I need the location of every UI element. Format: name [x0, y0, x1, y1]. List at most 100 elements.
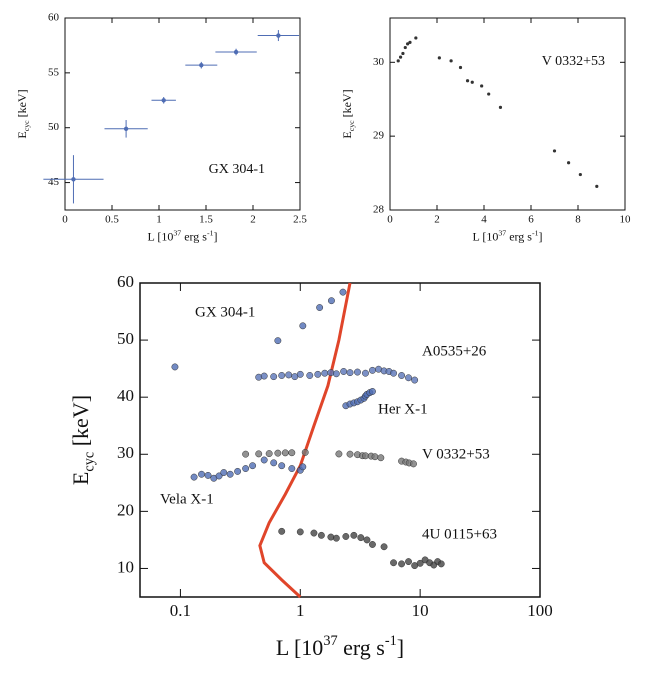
data-point	[437, 56, 441, 60]
x-tick-label: 10	[620, 213, 632, 225]
x-axis-label-part: 37	[173, 228, 181, 237]
x-axis-label-part: erg s	[181, 229, 207, 243]
data-point	[340, 368, 348, 375]
x-tick-label: 4	[481, 213, 487, 225]
plot-frame	[389, 17, 626, 211]
data-point	[335, 450, 343, 458]
data-point	[204, 471, 212, 479]
source-label: GX 304-1	[195, 304, 255, 320]
y-tick-label: 45	[48, 176, 60, 188]
data-point	[281, 449, 289, 457]
x-tick-label: 8	[575, 213, 581, 225]
y-tick-label: 50	[117, 329, 134, 348]
data-point	[487, 92, 491, 96]
x-axis-label-part: ]	[538, 229, 542, 243]
data-point	[260, 456, 268, 464]
source-label: Her X-1	[378, 401, 428, 417]
data-point	[226, 470, 234, 478]
y-tick-label: 10	[117, 557, 134, 576]
data-point	[278, 527, 286, 535]
data-point	[242, 450, 250, 458]
y-axis-label-part: cyc	[347, 120, 356, 131]
source-label: GX 304-1	[209, 162, 265, 177]
y-axis-label-part: cyc	[82, 452, 98, 472]
source-label: A0535+26	[422, 343, 487, 359]
data-point	[465, 79, 470, 83]
data-point	[288, 465, 296, 472]
data-point	[414, 36, 418, 40]
x-tick-label: 0.5	[105, 213, 119, 225]
x-axis-label: L [1037 erg s-1]	[276, 633, 404, 659]
model-curve	[258, 282, 352, 599]
data-point	[401, 51, 405, 56]
data-point	[171, 363, 179, 371]
data-point	[398, 560, 406, 568]
data-point	[405, 558, 412, 566]
source-label: V 0332+53	[542, 54, 605, 69]
data-point	[306, 372, 314, 379]
x-axis-label-part: -1	[532, 228, 539, 237]
data-point	[190, 473, 198, 481]
source-label: 4U 0115+63	[422, 526, 497, 542]
data-point	[242, 465, 250, 472]
data-point	[377, 454, 385, 462]
data-point	[234, 467, 242, 475]
data-point	[346, 369, 354, 377]
x-tick-label: 2	[434, 213, 440, 225]
data-point	[278, 372, 286, 379]
y-tick-label: 29	[373, 130, 385, 142]
y-axis-label-part: E	[68, 472, 93, 485]
data-point	[314, 370, 322, 378]
data-point	[350, 531, 358, 539]
data-point	[278, 462, 286, 470]
x-axis-label-part: L [10	[473, 229, 499, 243]
data-point	[408, 40, 412, 44]
x-tick-label: 1	[296, 601, 305, 620]
data-point	[296, 528, 304, 536]
y-tick-label: 30	[117, 443, 134, 462]
data-point	[368, 541, 376, 548]
data-point	[363, 536, 371, 544]
data-point	[398, 55, 403, 59]
y-axis-label-part: E	[15, 131, 29, 138]
y-tick-label: 55	[48, 66, 60, 78]
data-point	[198, 470, 205, 478]
data-point	[301, 448, 309, 456]
x-tick-label: 100	[527, 601, 553, 620]
data-point	[276, 33, 281, 38]
data-point	[316, 304, 324, 311]
data-point	[406, 42, 410, 46]
data-point	[123, 126, 129, 132]
data-point	[411, 376, 419, 384]
y-axis-label-part: [keV]	[15, 89, 29, 120]
data-point	[362, 369, 369, 377]
y-tick-label: 60	[48, 12, 60, 24]
x-axis-label-part: 37	[323, 633, 337, 649]
y-axis-label-part: [keV]	[340, 89, 354, 120]
y-tick-label: 60	[117, 272, 134, 291]
data-point	[552, 149, 557, 153]
source-label: V 0332+53	[422, 446, 490, 462]
y-tick-label: 50	[48, 121, 60, 133]
data-point	[285, 371, 293, 379]
data-point	[480, 84, 484, 88]
x-axis-label: L [1037 erg s-1]	[473, 228, 543, 243]
data-point	[470, 80, 474, 84]
data-point	[342, 533, 350, 540]
data-point	[339, 288, 347, 296]
data-point	[380, 543, 388, 551]
x-tick-label: 2.5	[293, 213, 307, 225]
x-tick-label: 1	[156, 213, 162, 225]
data-point	[233, 49, 239, 55]
data-point	[368, 366, 376, 374]
data-point	[332, 370, 340, 378]
x-axis-label-part: L [10	[276, 635, 323, 660]
data-point	[449, 59, 453, 63]
data-point	[299, 463, 307, 471]
plot-frame	[64, 17, 301, 211]
x-tick-label: 0.1	[170, 601, 191, 620]
data-point	[396, 59, 400, 63]
data-point	[398, 372, 406, 379]
y-axis-label-part: [keV]	[68, 395, 93, 452]
